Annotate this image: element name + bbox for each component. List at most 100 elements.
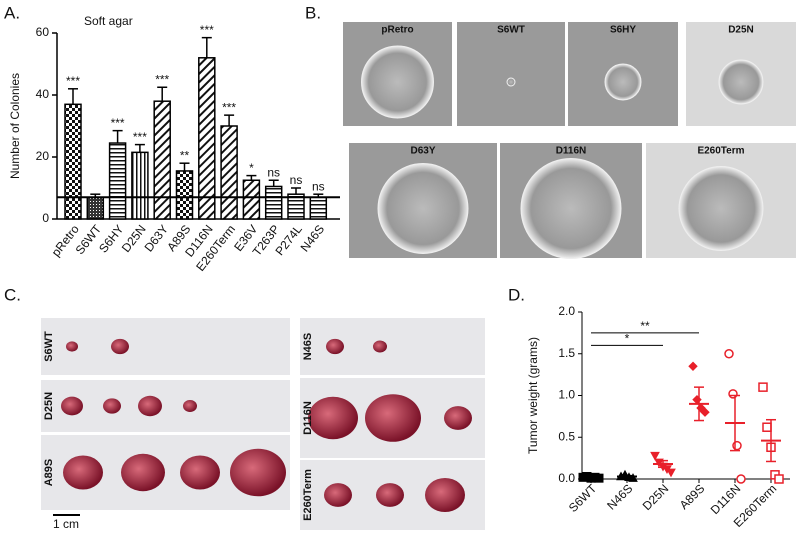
image-label: D25N — [728, 25, 754, 36]
tumor — [111, 338, 129, 355]
image-label: S6HY — [610, 25, 636, 36]
colony — [506, 77, 516, 87]
x-tick-label: D25N — [640, 481, 672, 513]
y-tick-label: 60 — [36, 25, 50, 39]
y-tick-label: 40 — [36, 87, 50, 101]
x-tick-label: A89S — [677, 481, 708, 512]
x-tick-label: S6WT — [566, 481, 600, 515]
x-tick-label: N46S — [298, 222, 328, 254]
significance-label: *** — [133, 130, 147, 144]
point — [758, 382, 768, 392]
x-tick-label: N46S — [604, 481, 635, 512]
point — [774, 474, 784, 484]
bar — [153, 100, 171, 220]
point — [732, 440, 742, 451]
panel-label: C. — [4, 285, 21, 304]
tumor — [326, 338, 344, 355]
y-tick-label: 1.0 — [558, 388, 575, 402]
y-tick-label: 2.0 — [558, 304, 575, 318]
comparison-label: ** — [640, 319, 650, 333]
image-label: A89S — [43, 459, 55, 487]
tumor — [103, 398, 121, 414]
significance-label: ns — [290, 173, 303, 187]
tumor — [376, 483, 404, 507]
tumor — [444, 406, 472, 430]
comparison-label: * — [625, 332, 630, 346]
y-axis-label: Tumor weight (grams) — [526, 337, 540, 454]
bar — [64, 103, 82, 220]
x-tick-label: S6WT — [73, 222, 105, 257]
y-tick-label: 0.0 — [558, 471, 575, 485]
significance-label: ns — [312, 179, 325, 193]
image-label: D63Y — [410, 146, 435, 157]
point — [762, 422, 772, 432]
image-label: D25N — [43, 392, 55, 420]
image-label: N46S — [302, 333, 314, 361]
y-tick-label: 0.5 — [558, 429, 575, 443]
bar — [220, 125, 238, 220]
image-label: S6WT — [497, 25, 525, 36]
significance-label: *** — [200, 23, 214, 37]
tumor — [61, 396, 83, 416]
point — [728, 389, 738, 399]
significance-label: ns — [267, 165, 280, 179]
significance-label: *** — [66, 74, 80, 88]
image-label: pRetro — [381, 25, 413, 36]
bar — [264, 185, 283, 220]
image-label: D116N — [302, 401, 314, 435]
tumor-photo — [41, 318, 290, 375]
tumor — [63, 455, 103, 490]
bar — [309, 196, 328, 220]
panel-label: B. — [305, 3, 321, 22]
y-tick-label: 0 — [42, 211, 49, 225]
colony — [678, 166, 764, 251]
x-tick-label: S6HY — [96, 222, 126, 255]
panel-label: A. — [4, 3, 20, 22]
y-tick-label: 20 — [36, 149, 50, 163]
micrograph — [457, 22, 565, 126]
tumor — [373, 340, 387, 353]
point — [736, 474, 746, 484]
colony — [361, 45, 434, 119]
colony — [718, 59, 764, 105]
point — [666, 468, 676, 478]
panel-label: D. — [508, 285, 525, 304]
x-tick-label: D25N — [119, 222, 149, 255]
scale-bar-label: 1 cm — [53, 517, 79, 531]
image-label: E260Term — [697, 146, 744, 157]
tumor — [308, 396, 358, 440]
point — [688, 361, 698, 371]
image-label: E260Term — [302, 469, 314, 521]
tumor — [425, 478, 465, 512]
bar — [175, 170, 194, 220]
bar — [198, 57, 216, 220]
x-tick-label: D63Y — [142, 222, 172, 254]
tumor — [180, 455, 220, 490]
chart-title: Soft agar — [84, 14, 133, 28]
colony — [520, 158, 622, 259]
tumor — [121, 453, 165, 492]
x-tick-label: pRetro — [49, 222, 82, 259]
point — [724, 349, 734, 359]
tumor — [66, 341, 78, 352]
bar — [131, 151, 149, 220]
bar — [86, 196, 105, 220]
bar — [242, 179, 261, 220]
y-axis-label: Number of Colonies — [8, 73, 22, 179]
y-tick-label: 1.5 — [558, 346, 575, 360]
tumor — [183, 400, 197, 412]
tumor — [138, 395, 162, 417]
image-label: S6WT — [43, 331, 55, 362]
colony — [604, 63, 642, 101]
significance-label: ** — [180, 148, 190, 162]
bar — [287, 193, 305, 220]
significance-label: * — [249, 161, 254, 175]
bar — [108, 142, 127, 220]
point — [650, 451, 660, 461]
tumor — [230, 448, 286, 497]
tumor — [365, 394, 421, 442]
image-label: D116N — [556, 146, 587, 157]
significance-label: *** — [111, 116, 125, 130]
